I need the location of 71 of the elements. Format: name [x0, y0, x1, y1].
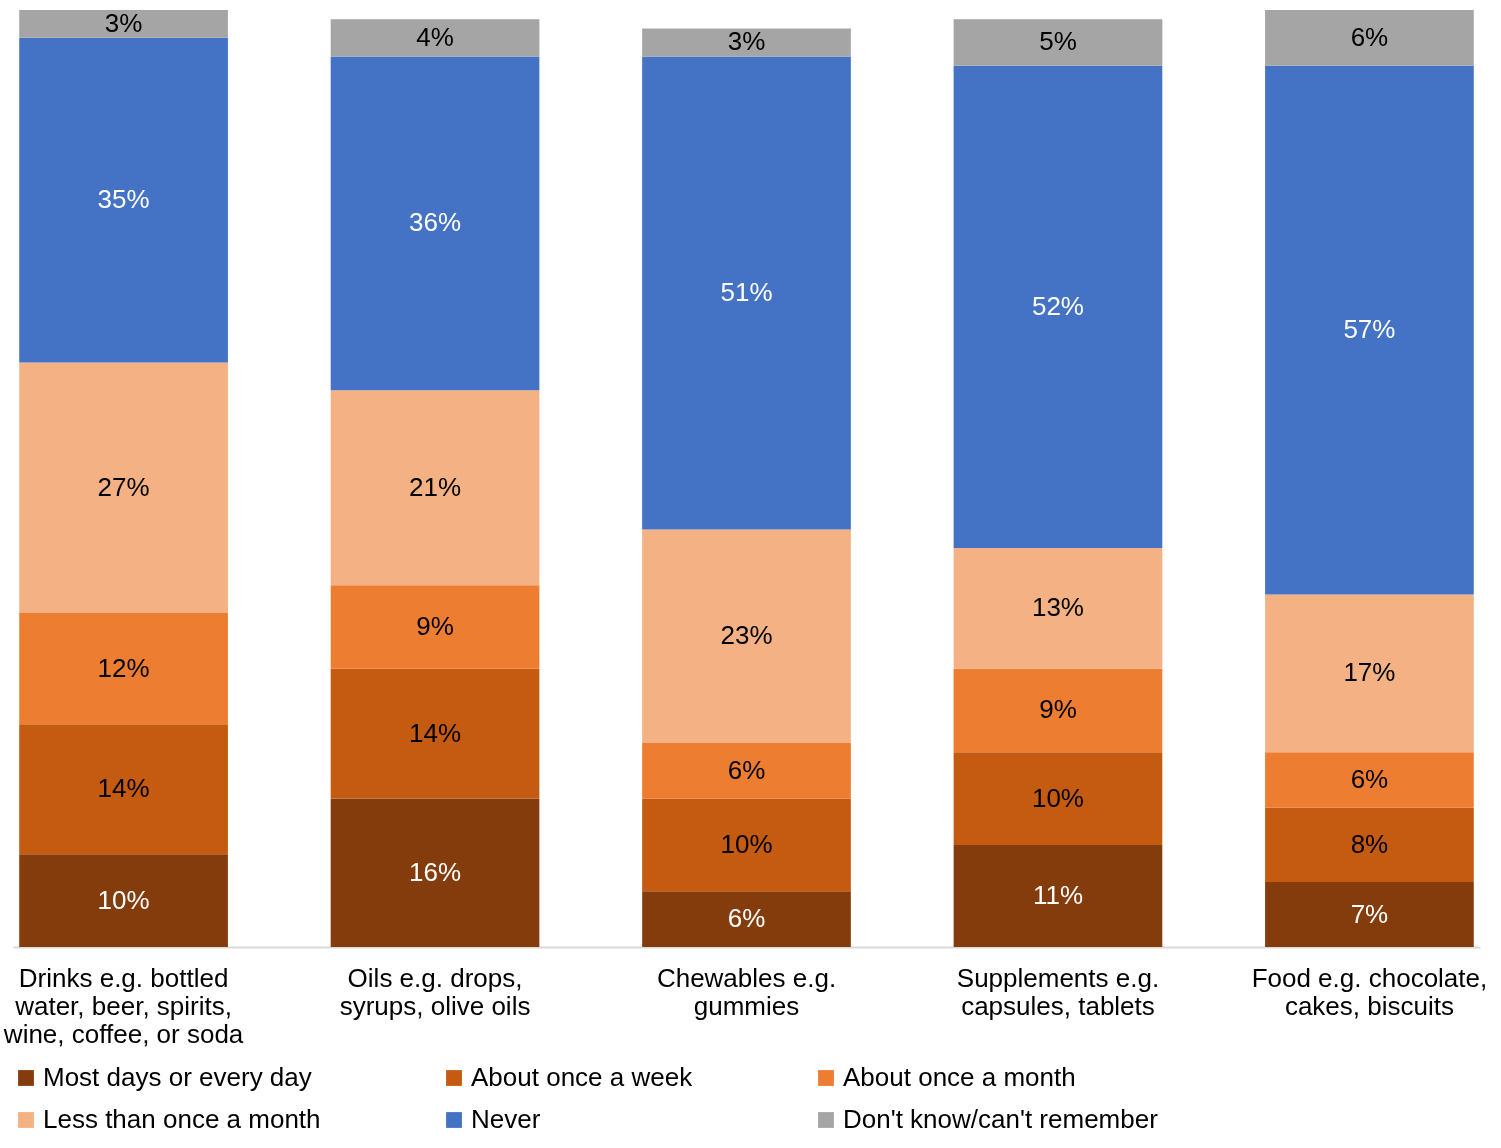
bar [642, 742, 851, 799]
data-label: 6% [727, 903, 766, 934]
legend-label: Never [471, 1104, 541, 1134]
bar [1265, 752, 1474, 808]
data-label: 9% [416, 610, 454, 641]
legend-label: Less than once a month [43, 1104, 321, 1134]
x-tick-label: Drinks e.g. bottled water, beer, spirits, wine, coffee, or soda [2, 962, 244, 1049]
bar [642, 891, 851, 947]
data-label: 4% [416, 21, 454, 52]
data-label: 51% [720, 276, 773, 307]
bar [19, 10, 228, 38]
bar [953, 19, 1163, 66]
bar [330, 56, 540, 391]
bar [330, 390, 540, 586]
data-label: 6% [727, 754, 766, 785]
data-label: 52% [1031, 290, 1084, 321]
data-label: 8% [1350, 828, 1389, 859]
x-tick-label: Food e.g. chocolate, cakes, biscuits [1251, 962, 1488, 1021]
data-label: 21% [409, 471, 462, 502]
data-label: 16% [409, 856, 462, 887]
bar [19, 37, 228, 363]
data-label: 35% [97, 184, 150, 215]
data-label: 3% [104, 7, 143, 38]
bar [1265, 882, 1474, 947]
bar [642, 798, 851, 892]
bar [330, 668, 540, 799]
bar [642, 529, 851, 743]
data-label: 14% [97, 773, 150, 804]
x-tick-label: Chewables e.g. gummies [656, 962, 837, 1021]
data-label: 17% [1343, 657, 1396, 688]
data-label: 9% [1039, 694, 1077, 725]
data-label: 10% [1031, 782, 1084, 813]
bar [19, 362, 228, 614]
bar [642, 28, 851, 57]
legend-label: About once a week [471, 1062, 694, 1092]
bar [642, 56, 851, 530]
data-label: 57% [1343, 314, 1396, 345]
data-label: 6% [1350, 764, 1389, 795]
data-label: 3% [727, 26, 766, 57]
bar [953, 668, 1163, 753]
data-label: 12% [97, 652, 150, 683]
bar [1265, 10, 1474, 66]
data-label: 13% [1031, 592, 1084, 623]
data-label: 5% [1039, 26, 1077, 57]
bar [953, 752, 1163, 845]
data-label: 10% [720, 828, 773, 859]
bar [19, 854, 228, 947]
bar [330, 798, 540, 947]
data-label: 14% [409, 717, 462, 748]
bar [1265, 65, 1474, 595]
x-tick-label: Oils e.g. drops, syrups, olive oils [339, 962, 531, 1021]
legend-label: About once a month [843, 1062, 1076, 1092]
bar [1265, 807, 1474, 883]
legend-label: Don't know/can't remember [843, 1104, 1159, 1134]
data-label: 7% [1350, 898, 1389, 929]
data-label: 23% [720, 620, 773, 651]
legend-label: Most days or every day [43, 1062, 312, 1092]
bar [953, 844, 1163, 947]
data-label: 6% [1350, 21, 1389, 52]
data-label: 11% [1032, 879, 1084, 910]
x-tick-label: Supplements e.g. capsules, tablets [956, 962, 1160, 1021]
bar [953, 65, 1163, 549]
data-label: 36% [409, 207, 462, 238]
data-label: 10% [97, 884, 150, 915]
data-label: 27% [97, 471, 150, 502]
bar [330, 585, 540, 669]
bar [330, 19, 540, 57]
bar [953, 548, 1163, 669]
bar [19, 613, 228, 725]
bar [19, 724, 228, 855]
bar [1265, 594, 1474, 753]
